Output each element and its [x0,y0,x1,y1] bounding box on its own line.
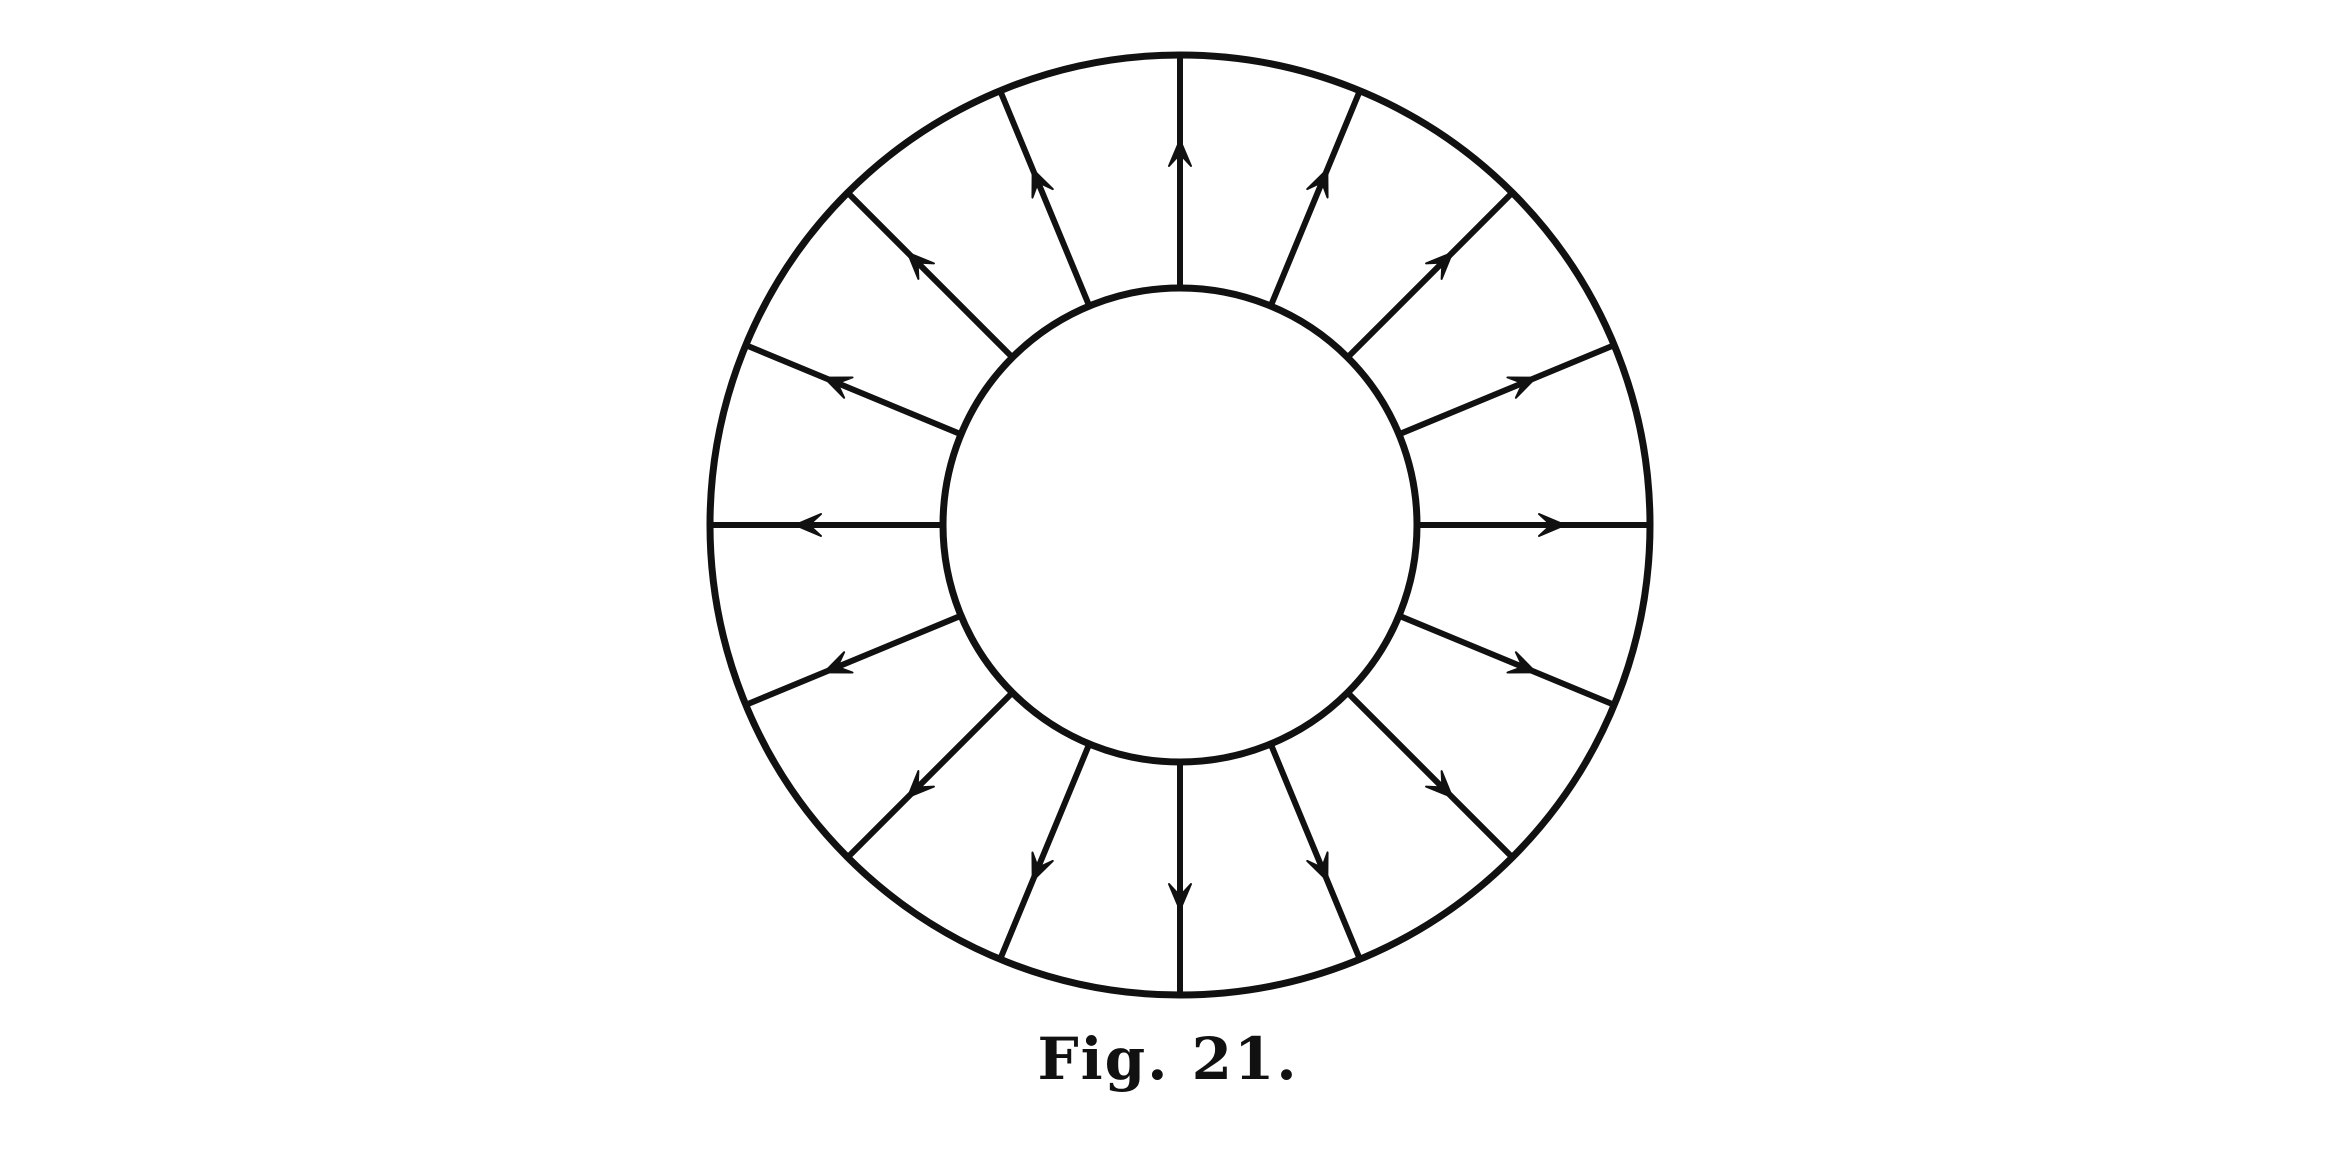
arrow-icon [1306,851,1329,882]
arrow-icon [1031,851,1054,882]
arrow-icon [1506,651,1537,674]
arrow-icon [1425,770,1454,799]
arrow-icon [906,770,935,799]
arrow-icon [906,251,935,280]
arrow-icon [823,376,854,399]
arrow-icon [1168,139,1192,167]
arrow-icon [1168,883,1192,911]
field-line [845,690,1015,860]
field-line [997,89,1093,308]
field-lines [710,55,1650,995]
field-line [744,612,963,708]
arrow-icon [1425,251,1454,280]
field-line [997,742,1093,961]
arrow-icon [1506,376,1537,399]
arrow-icon [823,651,854,674]
arrow-icon [1031,168,1054,199]
arrow-icon [794,513,822,537]
field-line [1267,742,1363,961]
arrow-icon [1306,168,1329,199]
field-line [1345,690,1515,860]
field-line [1397,342,1616,438]
arrow-icon [1538,513,1566,537]
field-line [1345,190,1515,360]
field-line [1397,612,1616,708]
field-line [1267,89,1363,308]
field-line [845,190,1015,360]
figure-caption: Fig. 21. [1037,1025,1299,1093]
field-line [744,342,963,438]
inner-circle [939,284,1421,766]
